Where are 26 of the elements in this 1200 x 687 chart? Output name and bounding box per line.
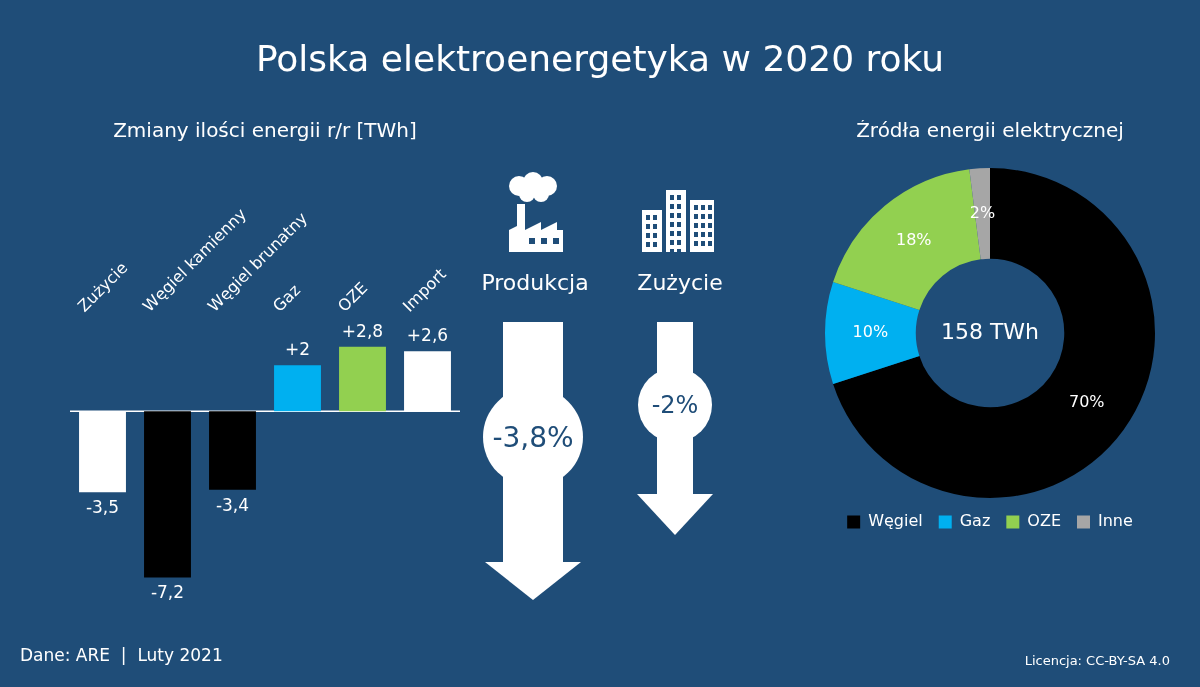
data-label: 70% — [1069, 392, 1105, 412]
data-label: +2 — [284, 339, 311, 360]
data-label: 18% — [895, 229, 932, 249]
data-label: -7,2 — [150, 582, 185, 603]
data-label: -3,4 — [215, 494, 250, 515]
text: -3,8% — [492, 420, 574, 454]
bar — [339, 346, 386, 412]
text: Produkcja — [481, 269, 589, 295]
bar — [209, 411, 256, 490]
text: Polska elektroenergetyka w 2020 roku — [255, 37, 945, 79]
bar — [274, 365, 321, 412]
data-label: +2,8 — [341, 320, 384, 341]
chart-title: Zmiany ilości energii r/r [TWh] — [113, 118, 417, 143]
x-tick-label: Gaz — [268, 280, 304, 316]
legend-label: Inne — [1097, 511, 1133, 531]
data-label: -3,5 — [85, 497, 120, 518]
text: Licencja: CC-BY-SA 4.0 — [1024, 652, 1170, 668]
legend-label: Gaz — [959, 511, 991, 531]
legend-label: Węgiel — [868, 511, 923, 531]
legend-label: OZE — [1027, 511, 1061, 531]
text: 158 TWh — [940, 318, 1040, 344]
bar — [144, 411, 191, 578]
text: -2% — [651, 391, 699, 419]
data-label: 10% — [852, 322, 889, 342]
data-label: +2,6 — [406, 325, 449, 346]
text: Dane: ARE | Luty 2021 — [20, 645, 223, 665]
